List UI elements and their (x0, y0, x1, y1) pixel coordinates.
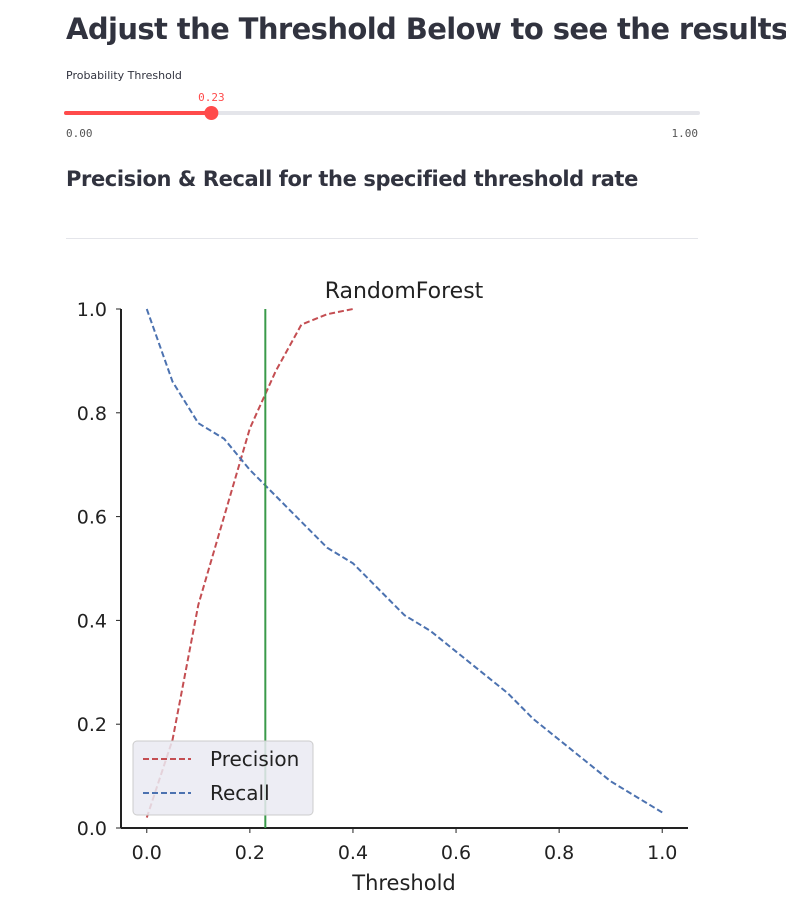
slider-label: Probability Threshold (66, 69, 182, 82)
slider-value: 0.23 (198, 91, 225, 104)
slider-max: 1.00 (672, 127, 699, 140)
slider-min: 0.00 (66, 127, 93, 140)
chart-title: RandomForest (325, 279, 484, 304)
x-tick-label: 0.2 (235, 842, 265, 864)
y-tick-label: 0.4 (77, 610, 107, 632)
x-tick-label: 1.0 (647, 842, 677, 864)
y-tick-label: 1.0 (77, 299, 107, 321)
y-tick-label: 0.0 (77, 818, 107, 840)
subheader: Precision & Recall for the specified thr… (66, 167, 638, 191)
x-axis-label: Threshold (351, 871, 456, 895)
line-series (145, 308, 663, 814)
x-tick-label: 0.6 (441, 842, 471, 864)
line-series (145, 308, 354, 818)
y-tick-label: 0.8 (77, 403, 107, 425)
x-tick-label: 0.4 (338, 842, 368, 864)
x-tick-label: 0.0 (132, 842, 162, 864)
page-title: Adjust the Threshold Below to see the re… (66, 12, 786, 46)
slider-thumb[interactable] (204, 106, 219, 120)
legend-label: Precision (210, 747, 299, 771)
legend-box (132, 740, 314, 816)
divider (66, 238, 698, 239)
y-tick-label: 0.2 (77, 714, 107, 736)
legend-label: Recall (210, 781, 270, 805)
y-tick-label: 0.6 (77, 507, 107, 529)
x-tick-label: 0.8 (544, 842, 574, 864)
